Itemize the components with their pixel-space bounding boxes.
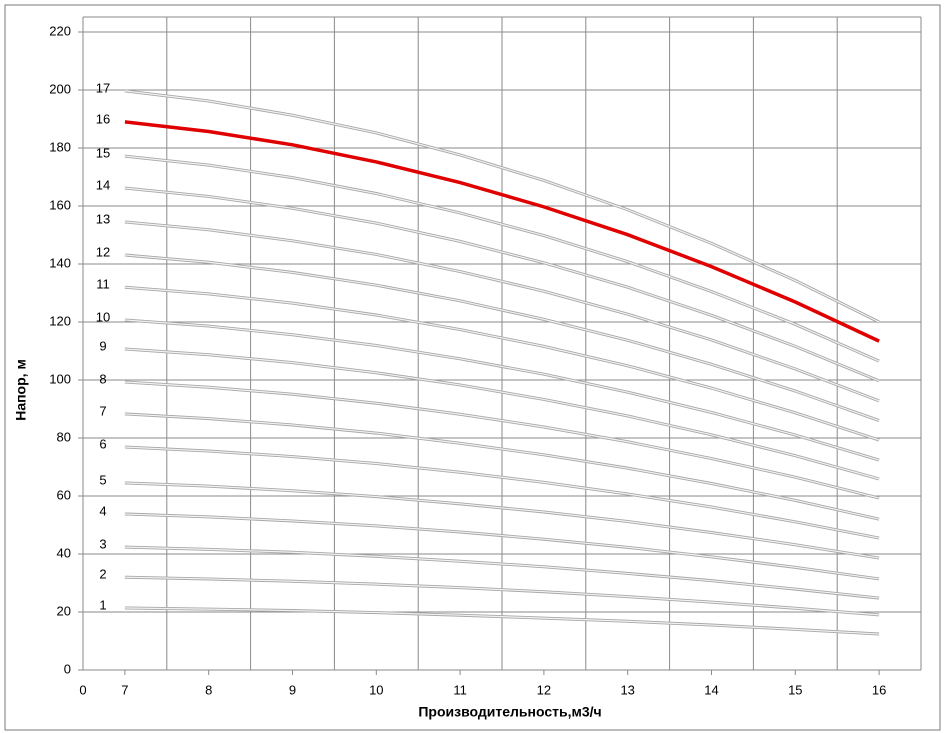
x-tick-label: 16 xyxy=(872,682,886,697)
x-axis-label: Производительность,м3/ч xyxy=(418,704,601,720)
series-label: 16 xyxy=(96,111,110,126)
y-axis-label: Напор, м xyxy=(13,359,29,421)
curve-highlight xyxy=(124,348,880,480)
x-tick-label: 7 xyxy=(121,682,128,697)
curve-highlight xyxy=(124,413,880,520)
y-tick-label: 120 xyxy=(49,313,71,328)
curve-highlight xyxy=(124,546,880,599)
series-label: 12 xyxy=(96,244,110,259)
curve-highlight xyxy=(124,381,880,499)
series-label: 11 xyxy=(96,277,110,292)
curve-highlight xyxy=(124,221,880,402)
curve-highlight xyxy=(124,90,880,323)
y-tick-label: 180 xyxy=(49,139,71,154)
outer-border xyxy=(4,4,941,731)
x-tick-label: 8 xyxy=(205,682,212,697)
series-label: 5 xyxy=(99,472,106,487)
series-label: 7 xyxy=(99,403,106,418)
series-label: 10 xyxy=(96,309,110,324)
curve-highlight xyxy=(124,576,880,616)
series-label: 1 xyxy=(99,597,106,612)
series-label: 13 xyxy=(96,211,110,226)
series-label: 2 xyxy=(99,567,106,582)
y-tick-label: 80 xyxy=(57,429,71,444)
x-tick-label: 10 xyxy=(369,682,383,697)
curve-highlight xyxy=(124,513,880,580)
y-tick-label: 220 xyxy=(49,23,71,38)
curve-highlight xyxy=(124,446,880,539)
y-tick-label: 60 xyxy=(57,487,71,502)
x-tick-label: 12 xyxy=(537,682,551,697)
series-label: 14 xyxy=(96,177,110,192)
x-tick-label: 11 xyxy=(453,682,467,697)
y-tick-label: 40 xyxy=(57,545,71,560)
series-label: 8 xyxy=(99,371,106,386)
curve-highlight xyxy=(124,254,880,422)
curve-highlight xyxy=(124,482,880,559)
y-tick-label: 100 xyxy=(49,371,71,386)
series-label: 15 xyxy=(96,146,110,161)
y-tick-label: 200 xyxy=(49,81,71,96)
curve xyxy=(124,120,880,343)
y-tick-label: 0 xyxy=(64,661,71,676)
series-label: 9 xyxy=(99,338,106,353)
x-tick-label: 13 xyxy=(620,682,634,697)
x-origin-label: 0 xyxy=(79,682,86,697)
curve-highlight xyxy=(124,319,880,461)
curve-highlight xyxy=(124,286,880,441)
y-tick-label: 160 xyxy=(49,197,71,212)
x-tick-label: 9 xyxy=(289,682,296,697)
curve-highlight xyxy=(124,155,880,362)
x-tick-label: 14 xyxy=(704,682,718,697)
y-tick-label: 140 xyxy=(49,255,71,270)
series-label: 4 xyxy=(99,503,106,518)
curve-highlight xyxy=(124,607,880,635)
series-label: 3 xyxy=(99,536,106,551)
x-tick-label: 15 xyxy=(788,682,802,697)
y-tick-label: 20 xyxy=(57,603,71,618)
series-label: 6 xyxy=(99,436,106,451)
series-label: 17 xyxy=(96,80,110,95)
curve-highlight xyxy=(124,187,880,382)
